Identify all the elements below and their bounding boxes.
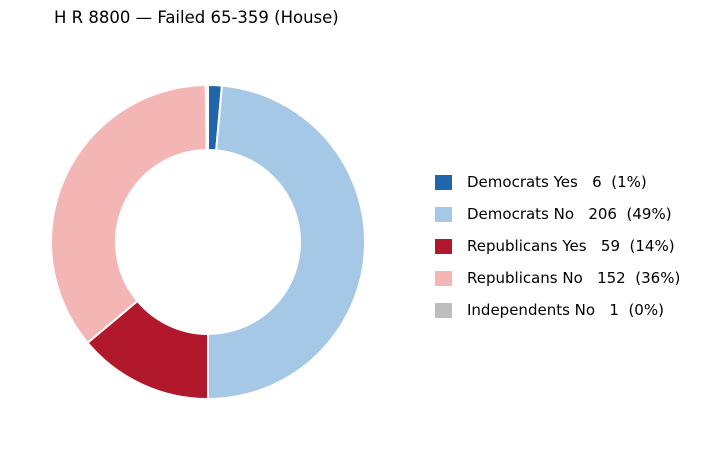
legend-item: Republicans Yes 59 (14%) — [435, 230, 680, 262]
slice-republicans-no — [50, 84, 208, 345]
legend-label: Republicans Yes 59 (14%) — [467, 237, 675, 255]
slice-independents-no — [204, 83, 209, 152]
legend-swatch — [435, 206, 452, 222]
legend-swatch — [435, 174, 452, 190]
legend-item: Democrats Yes 6 (1%) — [435, 166, 680, 198]
legend-label: Republicans No 152 (36%) — [467, 269, 681, 287]
legend-swatch — [435, 238, 452, 254]
legend-swatch — [435, 270, 452, 286]
legend-label: Democrats No 206 (49%) — [467, 205, 672, 223]
legend-label: Democrats Yes 6 (1%) — [467, 173, 647, 191]
legend: Democrats Yes 6 (1%) Democrats No 206 (49… — [435, 166, 680, 326]
legend-item: Republicans No 152 (36%) — [435, 262, 680, 294]
chart-title: H R 8800 — Failed 65-359 (House) — [54, 8, 339, 27]
legend-item: Independents No 1 (0%) — [435, 294, 680, 326]
legend-swatch — [435, 302, 452, 318]
slice-democrats-no — [207, 84, 366, 401]
legend-label: Independents No 1 (0%) — [467, 301, 664, 319]
legend-item: Democrats No 206 (49%) — [435, 198, 680, 230]
